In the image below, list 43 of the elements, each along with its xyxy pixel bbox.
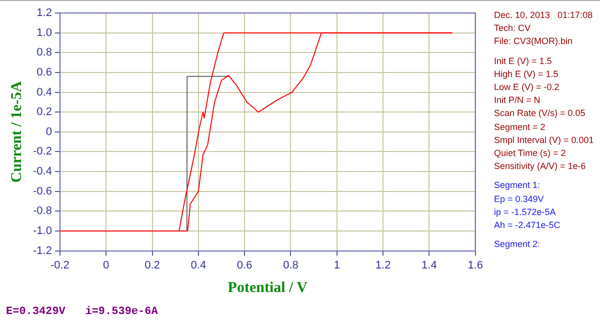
text: File: CV3(MOR).bin [494, 35, 574, 48]
y-tick-label: 0.6 [36, 66, 52, 78]
x-tick-label: 1.4 [422, 259, 437, 272]
text: Ah = -2.471e-5C [494, 219, 562, 232]
text: Ep = 0.349V [494, 192, 545, 206]
y-tick-label: 1.2 [36, 7, 52, 20]
y-tick-label: -0.8 [32, 205, 52, 218]
y-tick-label: 0.8 [36, 46, 52, 59]
y-tick-label: -0.4 [32, 166, 52, 178]
y-tick-label: -1.2 [32, 244, 52, 257]
y-tick-label: -0.2 [32, 146, 52, 158]
text: Segment 2: [494, 238, 542, 252]
text: Init E (V) = 1.5 [494, 54, 553, 68]
text: Sensitivity (A/V) = 1e-6 [494, 160, 587, 174]
text: Quiet Time (s) = 2 [494, 147, 567, 160]
y-tick-label: -1.0 [32, 225, 52, 238]
x-tick-label: 0.8 [283, 259, 298, 272]
x-tick-label: 1 [334, 259, 340, 272]
text: Segment = 2 [494, 120, 546, 134]
text: Smpl Interval (V) = 0.001 [494, 134, 594, 147]
x-tick-label: 0.4 [190, 259, 206, 272]
y-axis-title: Current / 1e-5A [8, 81, 25, 183]
text: High E (V) = 1.5 [494, 68, 560, 81]
x-tick-label: 0 [103, 259, 110, 272]
y-tick-label: 0.2 [36, 106, 52, 118]
y-tick-label: 1.0 [36, 26, 52, 39]
y-tick-label: -0.6 [32, 185, 52, 198]
text: Dec. 10, 2013 01:17:08 [494, 9, 594, 22]
x-tick-label: 0.2 [144, 259, 160, 272]
x-tick-label: -0.2 [50, 259, 70, 272]
text: Tech: CV [494, 22, 532, 36]
text: Segment 1: [494, 179, 542, 192]
y-tick-label: 0 [46, 126, 52, 138]
x-axis-title: Potential / V [228, 280, 308, 296]
text: E=0.3429V i=9.539e-6A [6, 306, 158, 318]
text: Init P/N = N [494, 94, 542, 108]
text: Scan Rate (V/s) = 0.05 [494, 107, 586, 120]
x-tick-label: 1.6 [468, 259, 484, 272]
text: ip = -1.572e-5A [494, 206, 557, 219]
x-tick-label: 0.6 [236, 259, 252, 272]
text: Low E (V) = -0.2 [494, 81, 560, 94]
y-tick-label: 0.4 [36, 86, 52, 98]
x-tick-label: 1.2 [375, 259, 391, 272]
